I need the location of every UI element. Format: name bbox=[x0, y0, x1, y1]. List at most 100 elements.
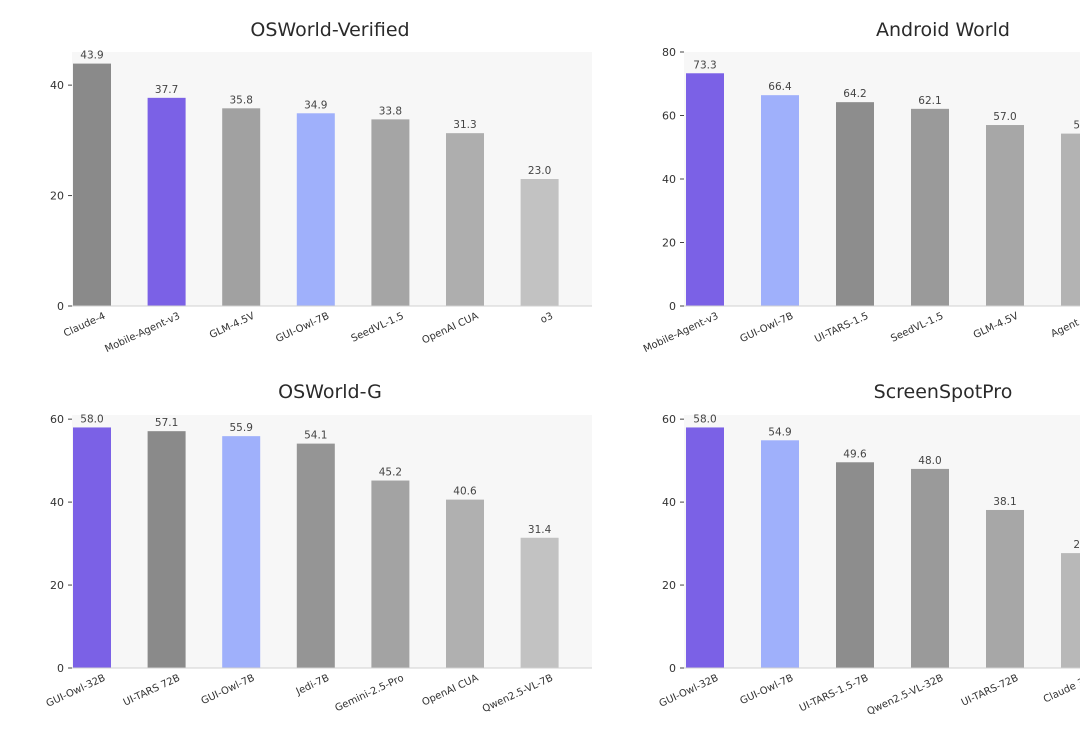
x-tick-label: Claude 3.7 bbox=[1042, 673, 1080, 706]
data-label: 54 bbox=[1073, 120, 1080, 132]
data-label: 37.7 bbox=[155, 84, 178, 96]
data-label: 31.3 bbox=[453, 119, 476, 131]
x-tick-label: UI-TARS-1.5-7B bbox=[798, 673, 871, 715]
x-tick-label: SeedVL-1.5 bbox=[889, 311, 945, 345]
data-label: 45.2 bbox=[379, 467, 402, 479]
x-tick-label: UI-TARS-1.5 bbox=[813, 311, 870, 345]
y-tick-label: 20 bbox=[662, 237, 676, 250]
data-label: 38.1 bbox=[993, 496, 1016, 508]
bar-mobile-agent-v3 bbox=[147, 97, 186, 306]
bar-glm-4-5v bbox=[222, 108, 261, 306]
data-label: 57.0 bbox=[993, 111, 1016, 123]
x-tick-label: GUI-Owl-32B bbox=[658, 673, 721, 710]
y-tick-label: 40 bbox=[662, 496, 676, 509]
bar-claude-3-7 bbox=[1061, 553, 1080, 668]
chart-title: Android World bbox=[876, 19, 1010, 41]
data-label: 49.6 bbox=[843, 448, 867, 460]
y-tick-label: 20 bbox=[50, 579, 64, 592]
data-label: 57.1 bbox=[155, 417, 178, 429]
data-label: 23.0 bbox=[528, 165, 551, 177]
data-label: 27 bbox=[1073, 539, 1080, 551]
bar-openai-cua bbox=[446, 133, 484, 306]
data-label: 55.9 bbox=[230, 422, 253, 434]
data-label: 40.6 bbox=[453, 486, 477, 498]
data-label: 35.8 bbox=[230, 94, 253, 106]
y-tick-label: 0 bbox=[669, 300, 676, 313]
x-tick-label: Agent S2 bbox=[1049, 311, 1080, 340]
chart-title: OSWorld-Verified bbox=[250, 19, 409, 41]
bar-qwen2-5-vl-7b bbox=[520, 537, 559, 668]
x-tick-label: o3 bbox=[539, 311, 555, 326]
x-tick-label: GLM-4.5V bbox=[208, 311, 257, 341]
y-tick-label: 80 bbox=[662, 46, 676, 59]
bar-gui-owl-7b bbox=[296, 113, 335, 306]
x-tick-label: UI-TARS 72B bbox=[122, 673, 182, 709]
x-tick-label: Claude-4 bbox=[62, 311, 107, 340]
chart-panel-osworld-g: OSWorld-G 0 20 40 60 58.0 GUI-Owl-32B 57.1 UI-TA… bbox=[45, 381, 592, 715]
y-tick-label: 60 bbox=[50, 413, 64, 426]
bar-gui-owl-32b bbox=[73, 427, 111, 668]
data-label: 58.0 bbox=[80, 413, 103, 425]
x-tick-label: Mobile-Agent-v3 bbox=[103, 311, 181, 355]
data-label: 54.1 bbox=[304, 430, 327, 442]
data-label: 31.4 bbox=[528, 524, 552, 536]
y-tick-label: 0 bbox=[669, 662, 676, 675]
bar-jedi-7b bbox=[296, 443, 335, 668]
bar-qwen2-5-vl-32b bbox=[911, 468, 949, 668]
x-tick-label: UI-TARS-72B bbox=[960, 673, 1021, 709]
x-tick-label: SeedVL-1.5 bbox=[350, 311, 406, 345]
y-tick-label: 0 bbox=[57, 300, 64, 313]
bar-ui-tars-1-5 bbox=[836, 102, 874, 306]
data-label: 66.4 bbox=[768, 81, 792, 93]
chart-panel-screenspotpro: ScreenSpotPro 0 20 40 60 58.0 GUI-Owl-32B 54.9 G… bbox=[658, 381, 1080, 718]
x-tick-label: GUI-Owl-32B bbox=[45, 673, 108, 710]
y-tick-label: 40 bbox=[662, 173, 676, 186]
data-label: 62.1 bbox=[918, 95, 941, 107]
data-label: 33.8 bbox=[379, 105, 402, 117]
bar-seedvl-1-5 bbox=[911, 108, 949, 307]
x-tick-label: OpenAI CUA bbox=[420, 311, 480, 347]
bar-mobile-agent-v3 bbox=[686, 73, 724, 307]
x-tick-label: Mobile-Agent-v3 bbox=[642, 311, 720, 355]
x-tick-label: Qwen2.5-VL-32B bbox=[865, 673, 945, 718]
data-label: 58.0 bbox=[693, 413, 716, 425]
y-tick-label: 60 bbox=[662, 413, 676, 426]
chart-title: ScreenSpotPro bbox=[874, 381, 1013, 403]
bar-gui-owl-32b bbox=[686, 427, 724, 668]
bar-agent-s2 bbox=[1061, 133, 1080, 306]
data-label: 48.0 bbox=[918, 455, 941, 467]
chart-title: OSWorld-G bbox=[278, 381, 382, 403]
bar-ui-tars-72b bbox=[986, 509, 1024, 668]
x-tick-label: GUI-Owl-7B bbox=[274, 311, 331, 345]
data-label: 73.3 bbox=[693, 59, 716, 71]
x-tick-label: Jedi-7B bbox=[294, 673, 331, 698]
y-tick-label: 20 bbox=[50, 190, 64, 203]
x-tick-label: OpenAI CUA bbox=[420, 673, 480, 709]
bar-gui-owl-7b bbox=[761, 95, 799, 307]
bar-seedvl-1-5 bbox=[371, 119, 410, 306]
data-label: 43.9 bbox=[80, 50, 103, 62]
bar-ui-tars-1-5-7b bbox=[836, 462, 874, 668]
x-tick-label: GLM-4.5V bbox=[972, 311, 1021, 341]
bar-glm-4-5v bbox=[986, 125, 1024, 307]
x-tick-label: GUI-Owl-7B bbox=[738, 311, 795, 345]
bar-gui-owl-7b bbox=[222, 436, 261, 668]
bar-ui-tars-72b bbox=[147, 431, 186, 668]
bar-gemini-2-5-pro bbox=[371, 480, 410, 668]
x-tick-label: GUI-Owl-7B bbox=[200, 673, 257, 707]
y-tick-label: 0 bbox=[57, 662, 64, 675]
bar-o3 bbox=[520, 179, 559, 306]
data-label: 34.9 bbox=[304, 99, 327, 111]
data-label: 54.9 bbox=[768, 426, 791, 438]
bar-openai-cua bbox=[446, 499, 484, 668]
x-tick-label: Qwen2.5-VL-7B bbox=[481, 673, 555, 715]
chart-panel-android-world: Android World 0 20 40 60 80 73.3 Mobile-Agent-v… bbox=[642, 19, 1080, 355]
data-label: 64.2 bbox=[843, 88, 866, 100]
y-tick-label: 20 bbox=[662, 579, 676, 592]
y-tick-label: 40 bbox=[50, 79, 64, 92]
x-tick-label: GUI-Owl-7B bbox=[738, 673, 795, 707]
bar-claude-4 bbox=[73, 63, 111, 306]
chart-panel-osworld-verified: OSWorld-Verified 0 20 40 43.9 Claude-4 37.7 Mob… bbox=[50, 19, 592, 355]
